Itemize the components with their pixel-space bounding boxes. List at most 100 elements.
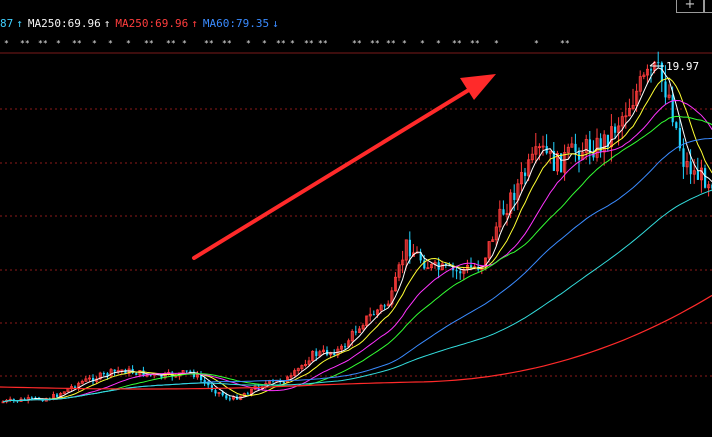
candle-body — [592, 153, 595, 158]
candle-body — [289, 375, 293, 378]
candle-body — [62, 391, 66, 394]
candle-body — [624, 115, 628, 118]
candle-body — [520, 172, 524, 185]
candle-body — [675, 122, 678, 129]
candle-body — [397, 264, 401, 278]
candle-body — [307, 360, 311, 365]
candle-body — [315, 351, 318, 356]
zoom-out-button[interactable]: − — [704, 0, 712, 13]
candle-body — [541, 145, 545, 148]
candle-body — [88, 377, 92, 380]
candle-body — [459, 271, 462, 274]
candle-body — [228, 398, 231, 400]
legend-item-2: MA250:69.96 — [115, 17, 189, 30]
event-marker: * — [246, 39, 251, 48]
candle-body — [682, 148, 685, 167]
candle-body — [527, 159, 531, 177]
candle-body — [678, 128, 681, 149]
candle-body — [599, 138, 602, 153]
event-marker: * — [92, 39, 97, 48]
candle-body — [462, 268, 466, 274]
candle-body — [502, 209, 505, 215]
event-marker: ** — [386, 39, 396, 48]
ma120-line — [2, 189, 712, 403]
candle-body — [440, 263, 444, 271]
candle-body — [333, 352, 336, 356]
candle-body — [350, 331, 354, 342]
arrow-down-icon: ↓ — [272, 17, 279, 30]
candle-body — [293, 370, 297, 376]
ma5-line — [2, 67, 712, 403]
ma250-line — [0, 294, 712, 390]
candle-body — [246, 393, 249, 395]
candle-body — [610, 126, 614, 148]
candle-body — [80, 380, 84, 384]
candle-body — [41, 399, 44, 402]
candle-body — [357, 328, 361, 333]
candle-body — [217, 392, 221, 394]
event-marker: * — [494, 39, 499, 48]
candle-body — [426, 267, 430, 270]
candle-body — [614, 126, 617, 133]
candle-body — [588, 139, 591, 154]
arrow-up-icon: ↑ — [191, 17, 198, 30]
candle-body — [628, 108, 632, 117]
candle-body — [552, 151, 555, 171]
event-marker: ** — [370, 39, 380, 48]
candle-body — [534, 146, 538, 155]
candle-body — [707, 184, 711, 189]
event-marker: ** — [20, 39, 30, 48]
event-marker: * — [4, 39, 9, 48]
candle-body — [303, 364, 307, 366]
event-marker: ** — [452, 39, 462, 48]
candle-body — [429, 263, 433, 269]
candle-body — [365, 315, 369, 326]
candle-body — [372, 314, 375, 316]
candle-body — [84, 378, 88, 382]
candle-body — [650, 69, 653, 71]
candle-body — [491, 239, 495, 242]
candle-body — [386, 303, 390, 307]
event-marker: * — [534, 39, 539, 48]
candle-body — [160, 374, 163, 378]
candle-body — [404, 239, 408, 261]
candle-body — [620, 116, 624, 127]
candle-body — [419, 252, 422, 261]
candle-body — [646, 68, 650, 76]
event-marker: ** — [38, 39, 48, 48]
candle-body — [563, 152, 567, 173]
candle-body — [12, 399, 15, 401]
candle-body — [210, 385, 213, 391]
candle-body — [379, 305, 383, 311]
candle-body — [566, 146, 570, 153]
candle-body — [393, 276, 397, 292]
candle-body — [106, 373, 109, 376]
event-marker: * — [182, 39, 187, 48]
candle-body — [509, 192, 513, 214]
zoom-in-button[interactable]: + — [676, 0, 704, 13]
candle-body — [657, 62, 660, 64]
event-marker: * — [420, 39, 425, 48]
candle-body — [455, 270, 458, 272]
candle-body — [685, 161, 689, 168]
candle-body — [113, 369, 116, 372]
event-marker: ** — [470, 39, 480, 48]
trend-arrow-head — [460, 74, 496, 100]
candle-body — [704, 168, 707, 188]
candle-body — [195, 374, 199, 378]
candle-body — [56, 394, 59, 397]
high-price-label: 19.97 — [666, 60, 699, 73]
event-marker: ** — [166, 39, 176, 48]
candle-body — [700, 167, 704, 181]
arrow-up-icon: ↑ — [16, 17, 23, 30]
candle-body — [329, 352, 333, 356]
candle-body — [696, 170, 699, 180]
candle-body — [318, 351, 322, 357]
candle-body — [574, 143, 577, 152]
candle-body — [631, 105, 635, 109]
candle-body — [282, 382, 285, 384]
candle-body — [135, 373, 138, 375]
candle-body — [98, 372, 102, 380]
candle-body — [200, 374, 203, 380]
